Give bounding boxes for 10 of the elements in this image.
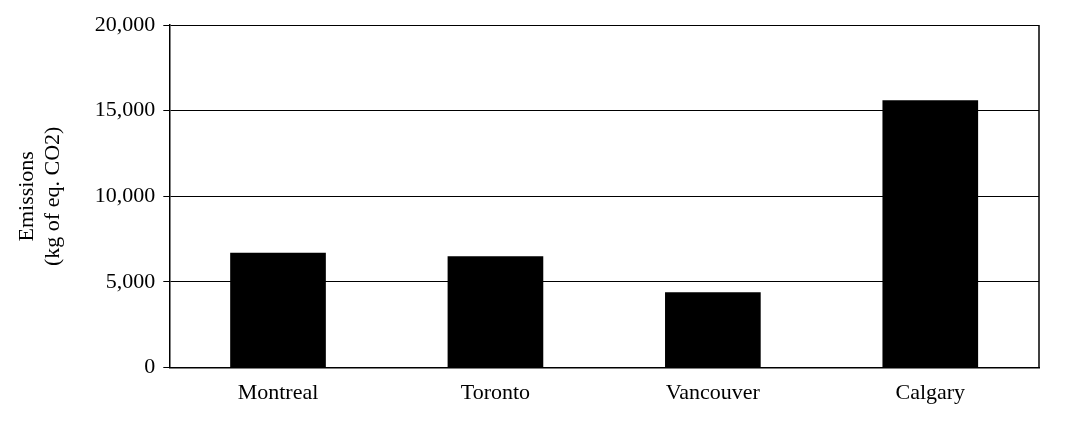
x-tick-label: Vancouver: [665, 378, 761, 404]
y-tick-label: 20,000: [94, 10, 156, 36]
y-tick-label: 5,000: [105, 267, 156, 293]
x-tick-label: Toronto: [460, 378, 531, 404]
x-tick-label: Montreal: [237, 378, 319, 404]
y-axis-title: Emissions (kg of eq. CO2): [12, 126, 65, 266]
y-tick-label: 15,000: [94, 96, 156, 122]
y-tick-label: 10,000: [94, 182, 156, 208]
y-tick-label: 0: [144, 353, 156, 379]
x-tick-label: Calgary: [895, 378, 966, 404]
